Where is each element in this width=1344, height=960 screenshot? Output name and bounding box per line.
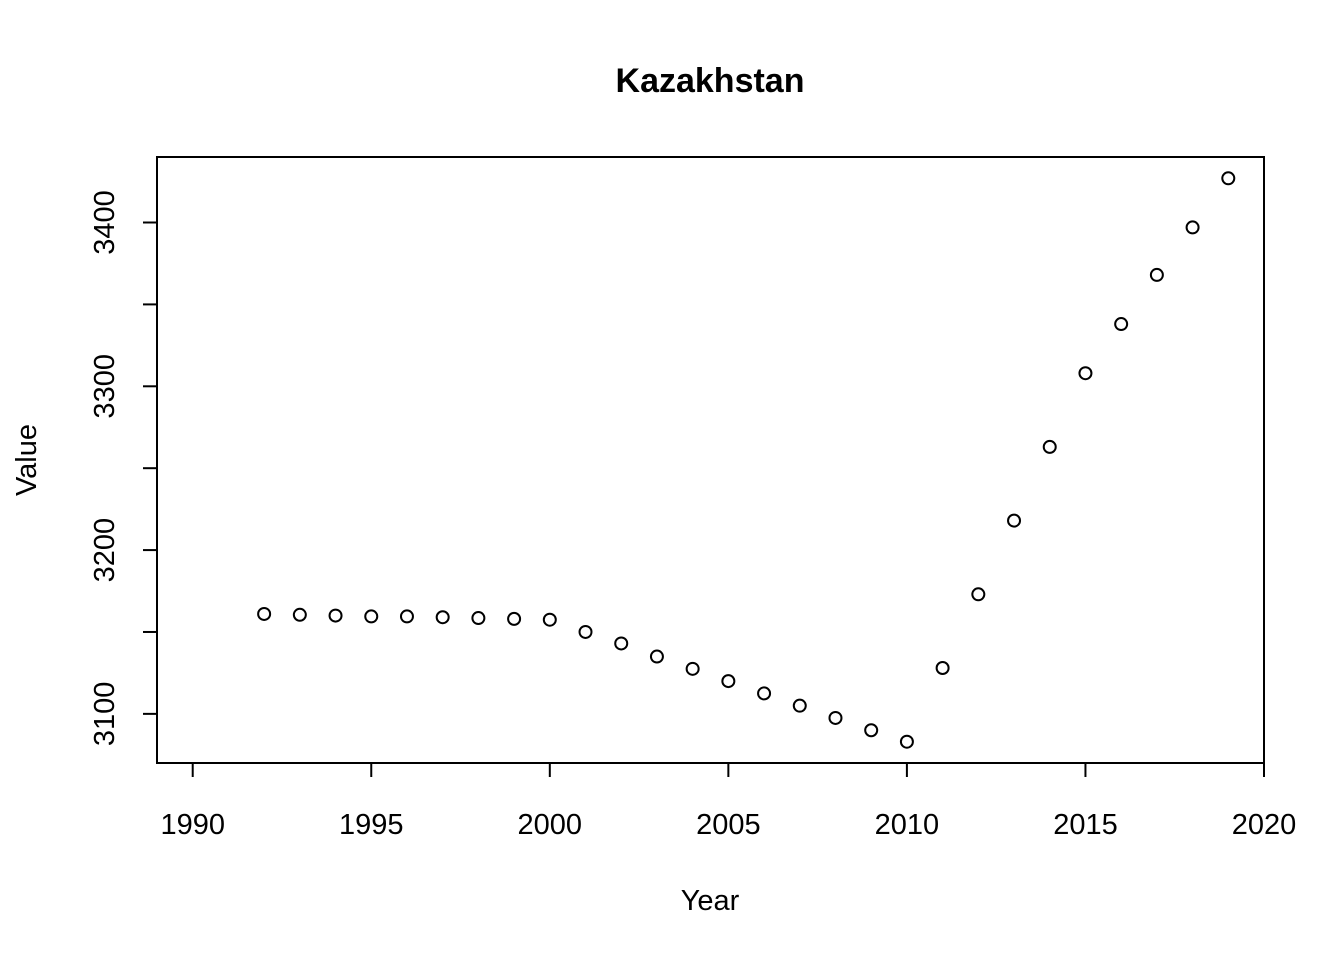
data-points	[257, 171, 1236, 749]
chart-title: Kazakhstan	[616, 62, 805, 100]
plot-frame	[156, 156, 1265, 764]
data-point	[1042, 439, 1057, 454]
y-tick-label: 3400	[89, 190, 121, 255]
data-point	[399, 609, 414, 624]
data-point	[685, 661, 700, 676]
data-point	[757, 686, 772, 701]
data-point	[257, 606, 272, 621]
data-point	[292, 607, 307, 622]
data-point	[578, 624, 593, 639]
data-point	[1221, 171, 1236, 186]
x-tick-label: 2020	[1232, 809, 1297, 841]
data-point	[614, 636, 629, 651]
data-point	[1114, 317, 1129, 332]
x-axis: 1990 1995 2000 2005 2010 2015 2020	[160, 762, 1297, 841]
y-axis-label: Value	[11, 424, 43, 496]
data-point	[899, 734, 914, 749]
data-point	[1078, 366, 1093, 381]
y-tick-label: 3300	[89, 354, 121, 419]
data-point	[864, 723, 879, 738]
data-point	[935, 661, 950, 676]
data-point	[792, 698, 807, 713]
data-point	[1149, 267, 1164, 282]
data-point	[507, 611, 522, 626]
data-point	[1007, 513, 1022, 528]
data-point	[364, 609, 379, 624]
y-tick-label: 3200	[89, 518, 121, 583]
x-tick-label: 2000	[518, 809, 583, 841]
x-tick-label: 1990	[160, 809, 225, 841]
data-point	[435, 610, 450, 625]
data-point	[971, 587, 986, 602]
data-point	[328, 608, 343, 623]
data-point	[542, 612, 557, 627]
data-point	[471, 611, 486, 626]
x-axis-label: Year	[681, 885, 740, 917]
data-point	[649, 649, 664, 664]
data-point	[1185, 220, 1200, 235]
x-tick-label: 2015	[1053, 809, 1118, 841]
data-point	[828, 710, 843, 725]
y-tick-label: 3100	[89, 682, 121, 747]
data-point	[721, 674, 736, 689]
x-tick-label: 2005	[696, 809, 761, 841]
y-axis: 3100 3200 3300 3400	[89, 190, 158, 747]
x-tick-label: 2010	[875, 809, 940, 841]
x-tick-label: 1995	[339, 809, 404, 841]
